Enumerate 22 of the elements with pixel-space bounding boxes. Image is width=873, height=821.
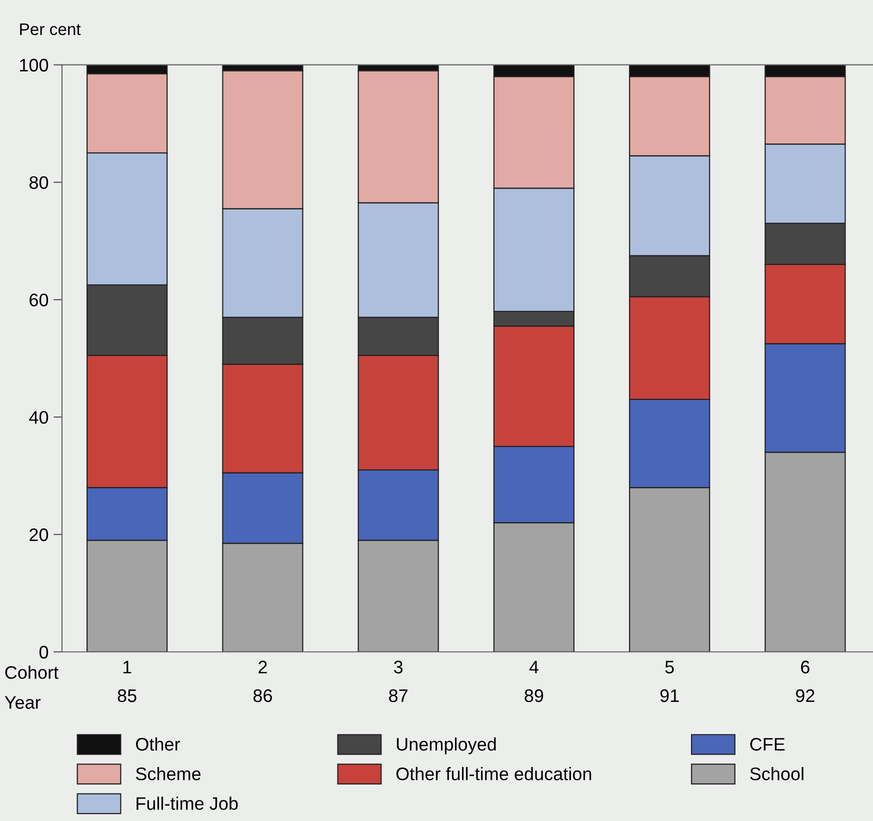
legend-label: Scheme [136, 767, 201, 780]
y-tick-label: 60 [30, 294, 48, 306]
x-tick-label: 4 89 [524, 660, 544, 702]
legend-label: Other full-time education [396, 767, 592, 780]
x-tick-label: 5 91 [660, 660, 679, 702]
legend-label: Other [136, 737, 180, 751]
legend-label: Full-time Job [136, 796, 238, 810]
y-tick-label: 0 [39, 646, 48, 659]
legend-label: School [750, 767, 804, 780]
text: Year [4, 696, 41, 709]
legend-label: Unemployed [396, 737, 496, 754]
x-tick-label: 1 85 [118, 660, 136, 702]
y-tick-label: 100 [20, 58, 48, 72]
text: Cohort [5, 666, 58, 679]
legend-label: CFE [750, 738, 785, 751]
x-tick-label: 6 92 [796, 660, 814, 702]
y-axis-title: Per cent [20, 24, 81, 36]
y-tick-label: 40 [29, 411, 48, 424]
y-tick-label: 20 [30, 528, 48, 542]
y-tick-label: 80 [29, 176, 48, 189]
x-tick-label: 3 87 [389, 660, 408, 702]
x-tick-label: 2 86 [253, 660, 272, 702]
